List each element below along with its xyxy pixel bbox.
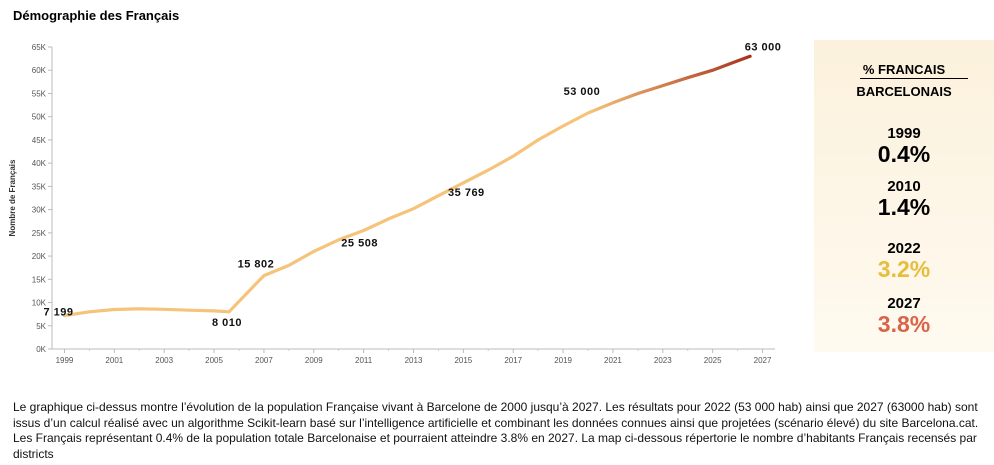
x-tick-label: 2023 xyxy=(654,356,672,365)
y-tick-label: 40K xyxy=(32,159,47,168)
x-tick-label: 2015 xyxy=(454,356,472,365)
y-tick-label: 25K xyxy=(32,229,47,238)
panel-divider xyxy=(860,78,968,79)
x-tick-label: 2027 xyxy=(754,356,772,365)
y-tick-label: 0K xyxy=(36,345,46,354)
stat-percent: 3.2% xyxy=(877,256,931,282)
stat-year: 2010 xyxy=(887,178,921,195)
x-tick-label: 2007 xyxy=(255,356,273,365)
x-tick-label: 2011 xyxy=(355,356,373,365)
panel-heading-line1: % FRANCAIS xyxy=(862,62,946,77)
y-tick-label: 5K xyxy=(36,322,46,331)
series-line xyxy=(62,54,752,318)
data-label: 7 199 xyxy=(43,307,73,319)
y-tick-label: 65K xyxy=(32,43,47,52)
y-tick-label: 10K xyxy=(32,299,47,308)
percentage-panel: % FRANCAIS BARCELONAIS 1999 0.4% 2010 1.… xyxy=(814,40,994,352)
stat-year: 2022 xyxy=(887,240,921,257)
x-tick-label: 2017 xyxy=(504,356,522,365)
data-label: 25 508 xyxy=(341,237,378,249)
stat-year: 2027 xyxy=(887,295,921,312)
chart-title: Démographie des Français xyxy=(13,8,180,23)
x-tick-label: 2019 xyxy=(554,356,572,365)
x-tick-label: 2003 xyxy=(155,356,173,365)
panel-heading-line2: BARCELONAIS xyxy=(856,84,952,99)
stat-2027: 2027 3.8% xyxy=(814,295,994,337)
y-tick-label: 15K xyxy=(32,275,47,284)
y-axis-label: Nombre de Français xyxy=(8,159,17,236)
data-label: 8 010 xyxy=(212,317,242,329)
y-tick-label: 35K xyxy=(32,182,47,191)
stat-percent: 0.4% xyxy=(877,141,931,167)
data-label: 35 769 xyxy=(448,187,485,199)
data-label: 63 000 xyxy=(745,41,782,53)
stat-percent: 1.4% xyxy=(877,194,931,220)
data-label: 53 000 xyxy=(564,86,601,98)
x-tick-label: 2025 xyxy=(704,356,722,365)
stat-2010: 2010 1.4% xyxy=(814,178,994,220)
y-tick-label: 30K xyxy=(32,206,47,215)
x-tick-label: 2001 xyxy=(105,356,123,365)
x-tick-label: 2009 xyxy=(305,356,323,365)
x-tick-label: 2005 xyxy=(205,356,223,365)
chart-description: Le graphique ci-dessus montre l’évolutio… xyxy=(13,400,979,461)
y-tick-label: 55K xyxy=(32,89,47,98)
x-tick-label: 1999 xyxy=(56,356,74,365)
data-label: 15 802 xyxy=(238,259,275,271)
x-tick-label: 2021 xyxy=(604,356,622,365)
x-tick-label: 2013 xyxy=(405,356,423,365)
population-line-chart: 0K 5K 10K 15K 20K 25K 30K 35K 40K 45K 50K 55K 60K 65K… xyxy=(8,41,782,365)
y-tick-label: 45K xyxy=(32,136,47,145)
y-tick-label: 60K xyxy=(32,66,47,75)
stat-percent: 3.8% xyxy=(877,311,931,337)
y-tick-label: 20K xyxy=(32,252,47,261)
stat-year: 1999 xyxy=(887,125,921,142)
stat-2022: 2022 3.2% xyxy=(814,240,994,282)
stat-1999: 1999 0.4% xyxy=(814,125,994,167)
y-tick-label: 50K xyxy=(32,113,47,122)
